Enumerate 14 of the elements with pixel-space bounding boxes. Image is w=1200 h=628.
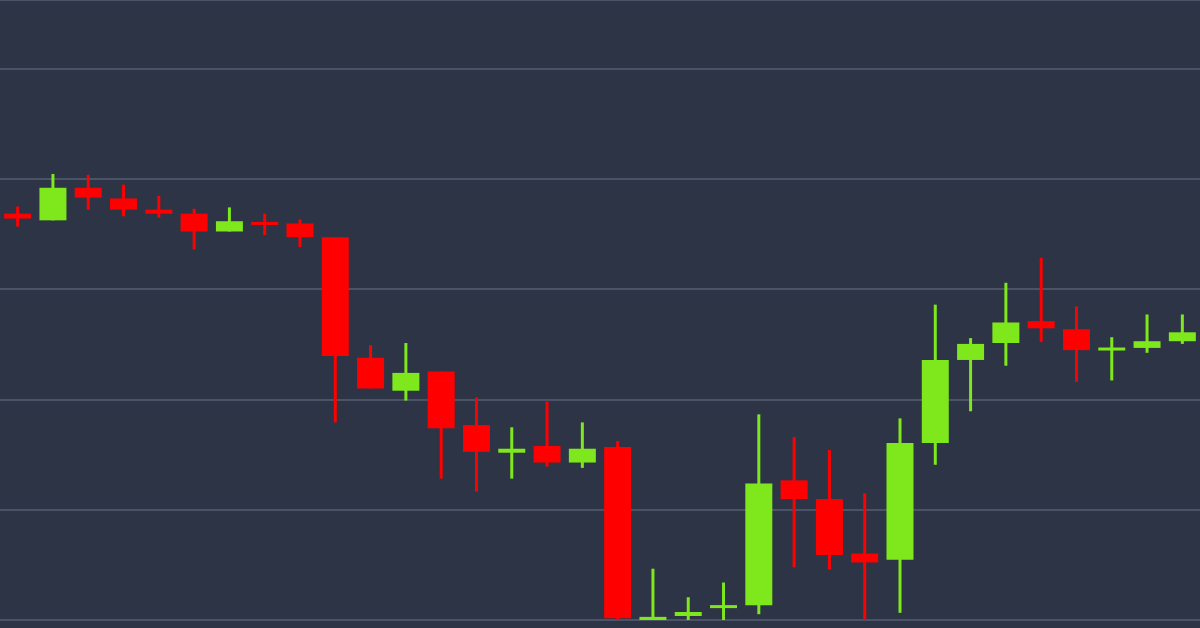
- candlestick: [74, 173, 102, 210]
- candlestick: [1168, 314, 1196, 344]
- candlestick: [1133, 314, 1161, 353]
- candlestick: [780, 437, 808, 568]
- candlestick: [498, 427, 526, 479]
- candlestick: [851, 493, 879, 620]
- candlestick: [639, 568, 667, 620]
- candlestick: [710, 582, 738, 620]
- candlestick: [1098, 337, 1126, 381]
- candlestick: [674, 597, 702, 620]
- candlestick: [145, 194, 173, 218]
- candlestick: [4, 206, 32, 227]
- candlestick: [1027, 256, 1055, 344]
- candlestick: [251, 213, 279, 237]
